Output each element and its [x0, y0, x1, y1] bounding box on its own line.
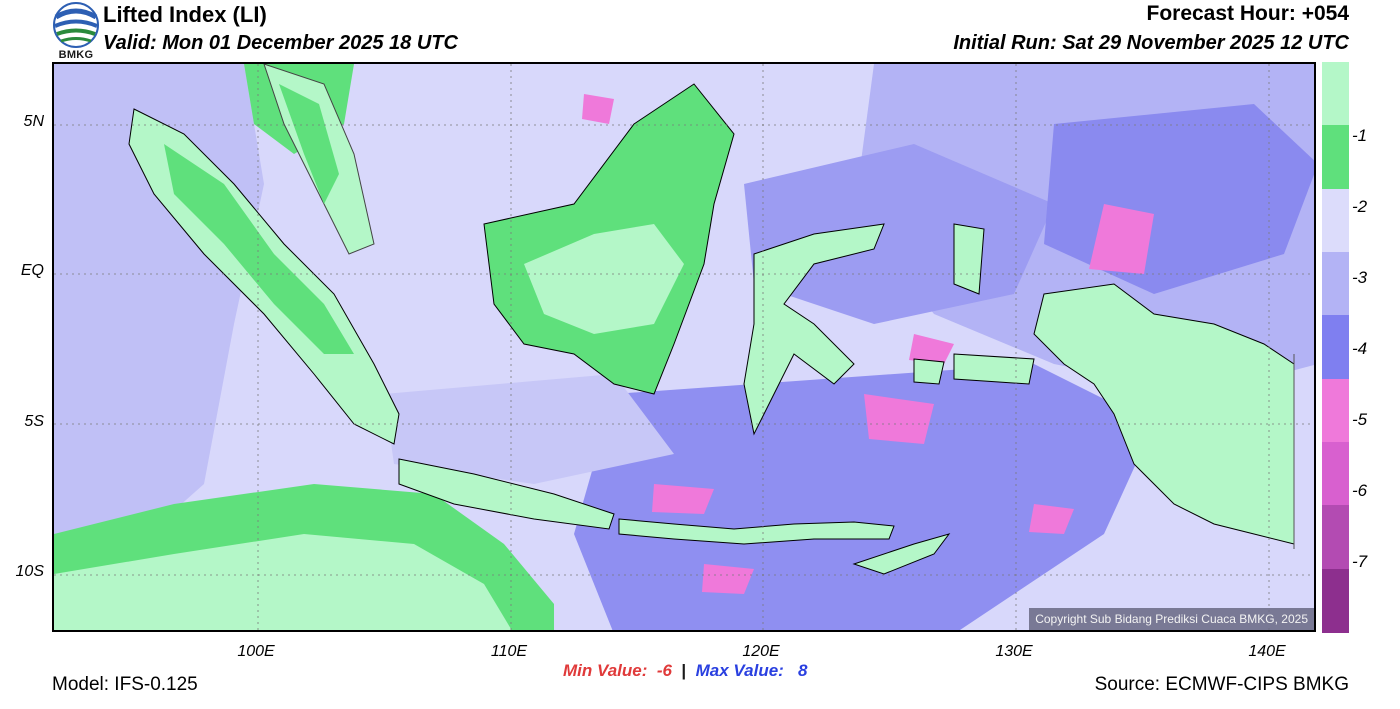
colorbar-segment — [1322, 568, 1349, 633]
data-source: Source: ECMWF-CIPS BMKG — [1094, 674, 1349, 695]
colorbar-segment — [1322, 315, 1349, 380]
buru-island — [913, 358, 945, 385]
logo-text: BMKG — [58, 49, 94, 61]
borneo-light — [524, 224, 684, 334]
min-label: Min Value: — [563, 661, 648, 680]
min-value: -6 — [656, 661, 672, 680]
colorbar-label: -1 — [1352, 126, 1368, 145]
lon-label-140e: 140E — [1248, 643, 1286, 660]
colorbar — [1322, 62, 1349, 633]
halmahera-island — [953, 223, 985, 295]
sulawesi-island — [743, 223, 885, 436]
field-banda-sea — [574, 364, 1154, 630]
min-max-separator: | — [681, 661, 687, 680]
chart-title: Lifted Index (LI) — [103, 2, 267, 27]
lon-label-130e: 130E — [995, 643, 1033, 660]
forecast-hour: Forecast Hour: +054 — [1146, 2, 1350, 25]
colorbar-segment — [1322, 125, 1349, 190]
patch-pink-6 — [909, 334, 954, 364]
colorbar-segment — [1322, 62, 1349, 126]
lat-label-5s: 5S — [24, 413, 44, 430]
map-canvas — [54, 64, 1314, 630]
colorbar-segment — [1322, 188, 1349, 253]
colorbar-label: -2 — [1352, 197, 1368, 216]
model-name: Model: IFS-0.125 — [52, 674, 198, 695]
papua-island — [1033, 283, 1295, 545]
java-island — [398, 458, 615, 530]
lesser-sunda-islands — [618, 518, 895, 545]
lon-label-100e: 100E — [237, 643, 275, 660]
lon-label-120e: 120E — [742, 643, 780, 660]
lat-label-5n: 5N — [23, 113, 44, 130]
malay-green — [279, 84, 339, 204]
colorbar-label: -5 — [1352, 410, 1368, 429]
min-max-values: Min Value: -6 | Max Value: 8 — [563, 661, 807, 681]
sumatra-green — [164, 144, 354, 354]
initial-run: Initial Run: Sat 29 November 2025 12 UTC — [953, 32, 1349, 54]
max-value: 8 — [798, 661, 808, 680]
colorbar-segment — [1322, 442, 1349, 506]
map-panel: Copyright Sub Bidang Prediksi Cuaca BMKG… — [52, 62, 1316, 632]
field-southwest-light — [54, 534, 512, 630]
patch-pink-3 — [702, 564, 754, 594]
valid-time: Valid: Mon 01 December 2025 18 UTC — [103, 32, 458, 54]
colorbar-label: -6 — [1352, 481, 1368, 500]
patch-pink-4 — [652, 484, 714, 514]
patch-pink-2 — [864, 394, 934, 444]
graticule — [54, 64, 1314, 630]
lat-label-eq: EQ — [20, 262, 44, 279]
field-java-sea — [384, 374, 674, 484]
timor-island — [852, 533, 951, 575]
patch-pink-5 — [1029, 504, 1074, 534]
colorbar-segment — [1322, 505, 1349, 570]
bmkg-logo — [53, 2, 99, 48]
colorbar-label: -3 — [1352, 268, 1368, 287]
colorbar-label: -4 — [1352, 339, 1368, 358]
colorbar-segment — [1322, 252, 1349, 316]
seram-island — [953, 353, 1035, 385]
lat-label-10s: 10S — [15, 563, 44, 580]
colorbar-segment — [1322, 378, 1349, 443]
colorbar-label: -7 — [1352, 552, 1368, 571]
copyright-note: Copyright Sub Bidang Prediksi Cuaca BMKG… — [1029, 608, 1314, 630]
lon-label-110e: 110E — [490, 643, 528, 660]
max-label: Max Value: — [695, 661, 784, 680]
patch-pink-7 — [582, 94, 614, 124]
patch-pink-1 — [1089, 204, 1154, 274]
